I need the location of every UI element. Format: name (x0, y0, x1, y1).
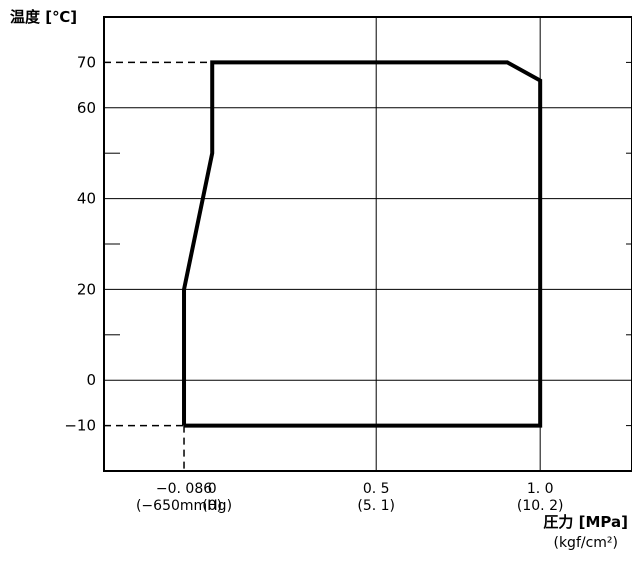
x-tick-label: 0 (208, 481, 217, 497)
operating-range-boundary (182, 60, 543, 428)
x-tick-sublabel: (0) (202, 498, 222, 514)
reference-lines (104, 61, 213, 471)
y-tick-label: 60 (77, 99, 96, 117)
x-tick-label: 1. 0 (527, 481, 554, 497)
x-axis-title: 圧力 [MPa] (543, 513, 628, 531)
x-tick-labels: −0. 086(−650mmHg)0(0) 0. 5(5. 1) 1. 0(10. … (136, 481, 563, 514)
y-tick-label: 70 (77, 53, 96, 71)
x-axis-unit: (kgf/cm²) (553, 535, 618, 551)
x-tick-label: 0. 5 (363, 481, 390, 497)
x-tick-sublabel: (5. 1) (357, 498, 395, 514)
x-tick-label: −0. 086 (156, 481, 212, 497)
y-axis-title: 温度 [℃] (10, 8, 77, 26)
y-tick-label: 20 (77, 280, 96, 298)
y-tick-label: 40 (77, 190, 96, 208)
minor-ticks (104, 61, 632, 427)
x-tick-sublabel: (−650mmHg) (136, 498, 232, 514)
y-tick-labels: 70 60 40 20 0 −10 (64, 53, 96, 434)
y-tick-label: 0 (86, 371, 96, 389)
x-tick-sublabel: (10. 2) (517, 498, 564, 514)
series-group (182, 60, 543, 428)
y-tick-label: −10 (64, 417, 96, 435)
